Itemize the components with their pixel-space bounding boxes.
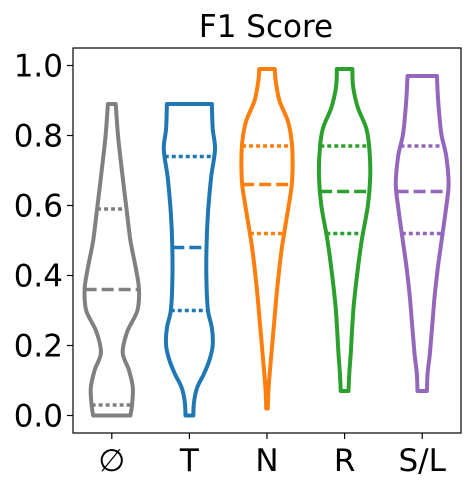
y-tick-label: 1.0 [14, 49, 63, 85]
x-axis: ∅ T N R S/L [98, 433, 447, 479]
y-tick-label: 0.4 [14, 259, 63, 295]
x-tick-label: S/L [398, 443, 446, 479]
y-tick-label: 0.0 [14, 399, 63, 435]
y-axis: 0.0 0.2 0.4 0.6 0.8 1.0 [14, 49, 73, 435]
x-tick-label: T [179, 443, 200, 479]
y-tick-label: 0.6 [14, 189, 63, 225]
violin-5 [393, 74, 451, 393]
violin-3 [239, 67, 295, 411]
x-tick-label: R [334, 443, 356, 479]
chart-title: F1 Score [199, 9, 333, 45]
violin-2 [161, 102, 218, 418]
violin-4 [316, 67, 373, 393]
x-tick-label: N [255, 443, 278, 479]
x-tick-label: ∅ [98, 443, 125, 479]
y-tick-label: 0.2 [14, 329, 63, 365]
violin-1 [82, 102, 142, 418]
y-tick-label: 0.8 [14, 119, 63, 155]
violins [82, 67, 451, 418]
